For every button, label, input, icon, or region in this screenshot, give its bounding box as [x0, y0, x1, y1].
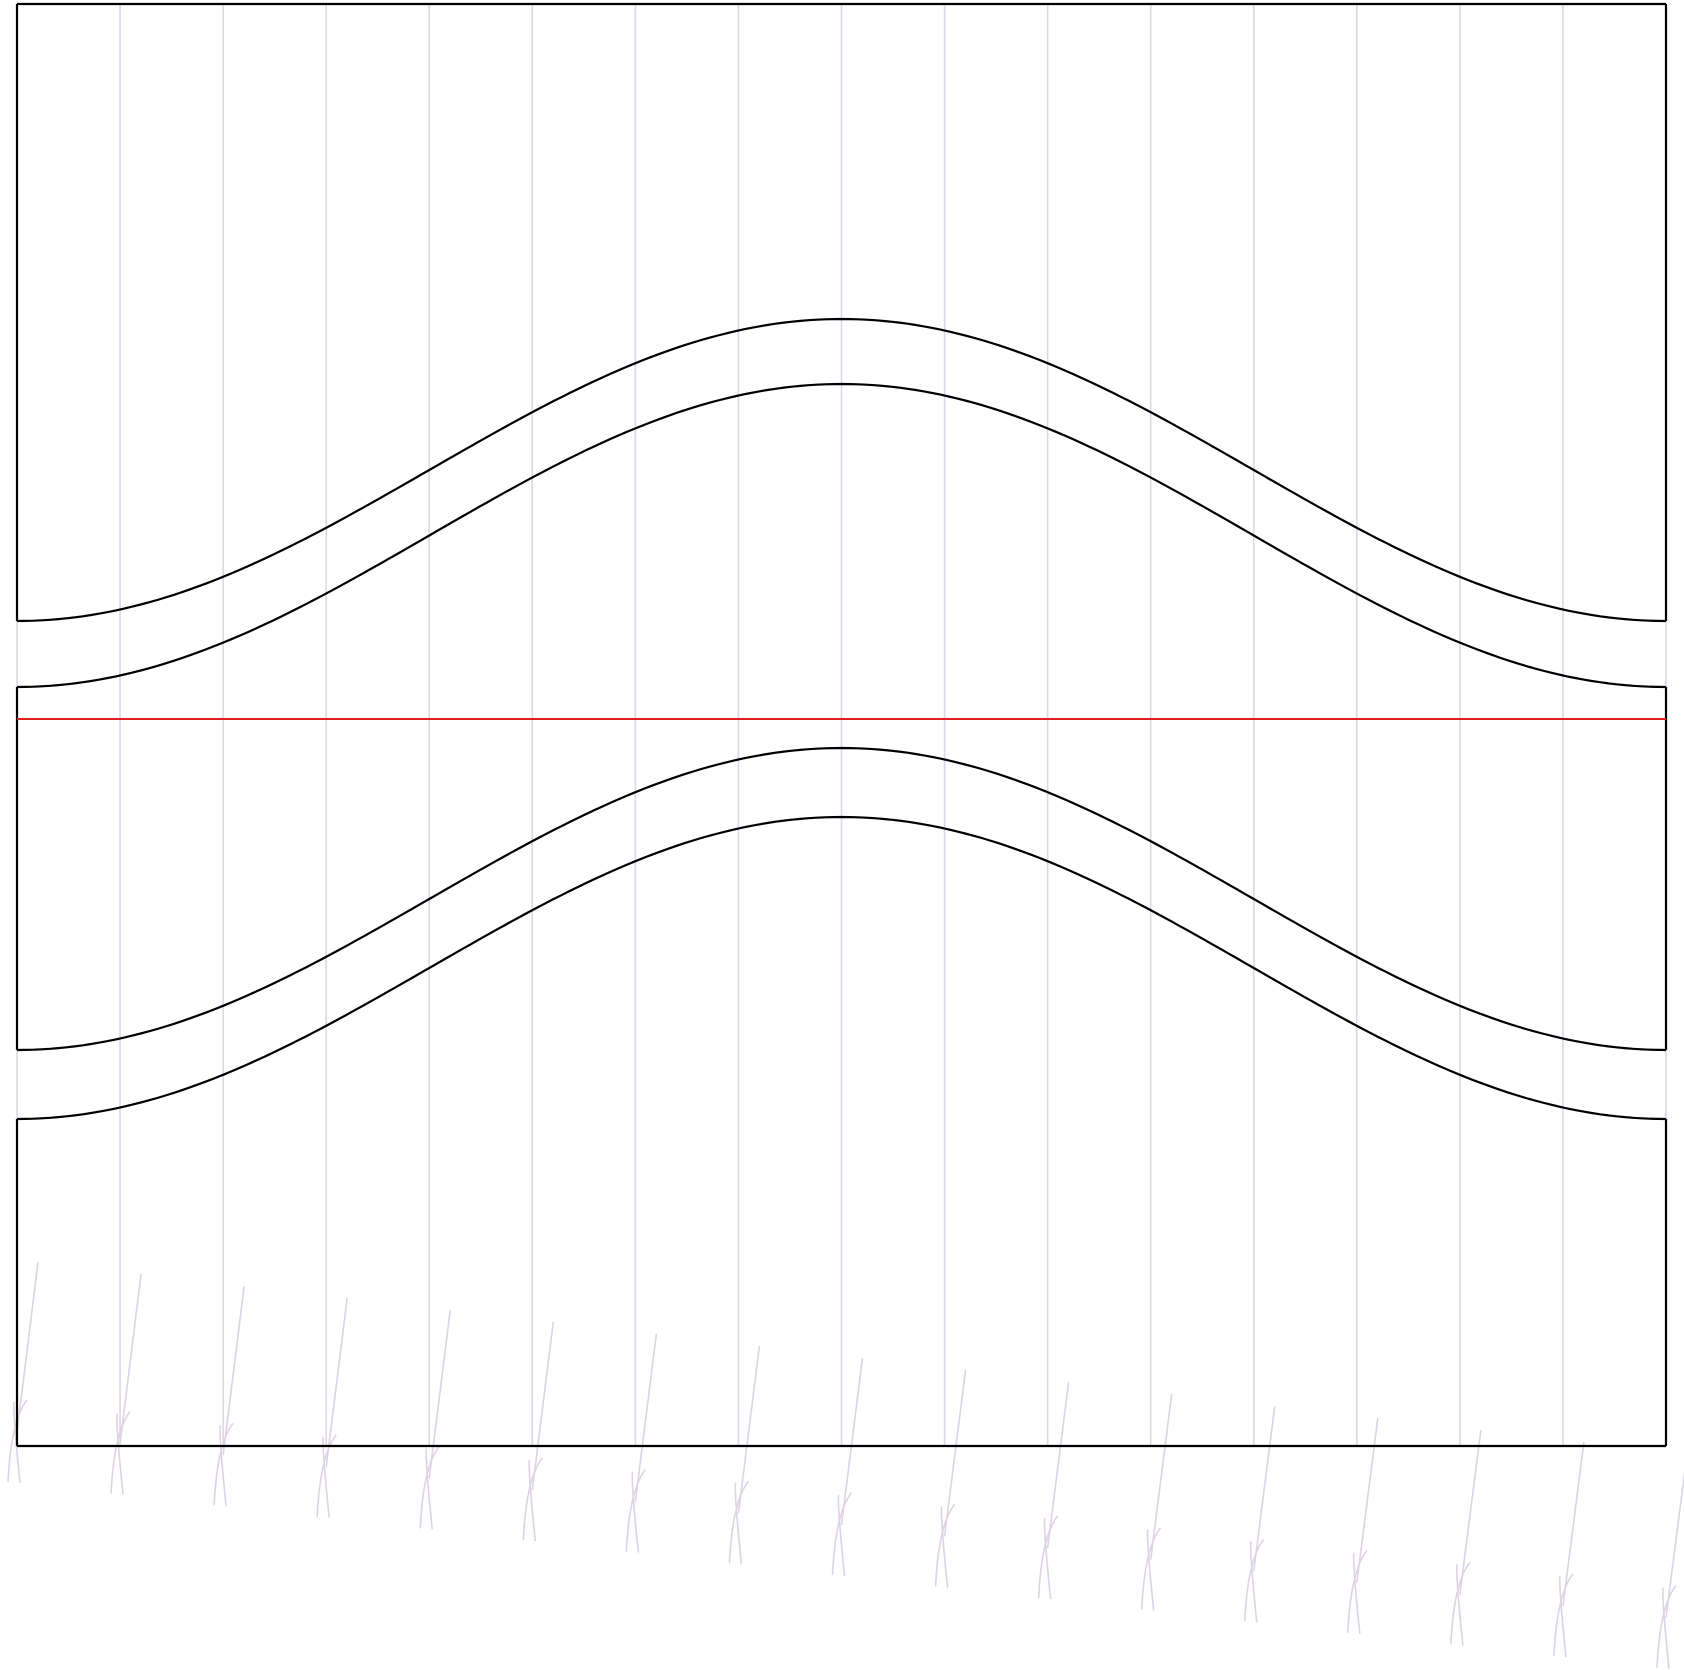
arrow-head-right: [322, 1436, 330, 1518]
arrow-head-left: [213, 1422, 234, 1506]
arrow-head-left: [522, 1457, 543, 1541]
arrow-head-left: [7, 1399, 28, 1483]
arrow-head-right: [631, 1471, 640, 1553]
arrow-shaft: [737, 1345, 761, 1514]
deflection-arrow: [1243, 1405, 1276, 1623]
arrow-shaft: [1459, 1429, 1482, 1595]
arrow-head-right: [1662, 1587, 1670, 1669]
domain-outline: [15, 2, 1668, 1448]
deflection-arrow: [7, 1261, 39, 1484]
arrow-head-left: [1037, 1515, 1059, 1599]
arrow-head-right: [1249, 1541, 1258, 1623]
deflection-arrow: [213, 1285, 245, 1507]
arrow-shaft: [531, 1321, 555, 1491]
arrow-head-left: [625, 1469, 647, 1552]
deflection-arrow: [110, 1273, 142, 1495]
arrow-shaft: [1562, 1441, 1585, 1607]
arrow-shaft: [428, 1309, 452, 1479]
wave-curve-4: [16, 815, 1667, 1121]
arrow-head-right: [940, 1506, 949, 1588]
deflection-arrow: [625, 1333, 658, 1553]
arrow-shaft: [16, 1261, 39, 1433]
arrow-head-right: [1559, 1575, 1567, 1658]
deflection-arrow: [934, 1369, 967, 1588]
deflection-arrow: [522, 1321, 555, 1542]
arrow-shaft: [1356, 1417, 1379, 1583]
vertical-guide-lines: [16, 4, 1667, 1446]
deflection-arrow: [728, 1345, 761, 1565]
deflection-arrow: [831, 1357, 864, 1576]
arrow-head-right: [734, 1483, 743, 1565]
arrow-head-left: [419, 1445, 440, 1529]
arrow-head-left: [1243, 1538, 1265, 1622]
arrow-head-right: [13, 1401, 21, 1484]
arrow-head-left: [934, 1503, 956, 1587]
arrow-shaft: [1046, 1381, 1070, 1549]
deflection-arrow: [1553, 1441, 1585, 1658]
arrow-head-right: [116, 1413, 124, 1495]
arrow-head-right: [219, 1425, 227, 1507]
arrow-head-left: [728, 1480, 750, 1564]
deflection-arrow: [1037, 1381, 1070, 1600]
deflection-arrow: [1347, 1417, 1379, 1634]
arrow-shaft: [1149, 1393, 1173, 1560]
arrow-head-right: [837, 1494, 846, 1576]
arrow-head-left: [831, 1492, 853, 1575]
arrow-shaft: [943, 1369, 967, 1537]
wave-curve-1: [16, 317, 1667, 623]
arrow-head-left: [1450, 1561, 1471, 1645]
arrow-shaft: [325, 1297, 348, 1467]
arrow-shaft: [840, 1357, 864, 1525]
deflection-arrow: [1656, 1471, 1684, 1669]
arrow-head-right: [425, 1448, 434, 1530]
deflection-arrows: [7, 1261, 1684, 1669]
arrow-shaft: [222, 1285, 245, 1456]
deflection-arrow: [419, 1309, 452, 1530]
arrow-head-right: [1043, 1517, 1052, 1600]
arrow-head-left: [1656, 1585, 1677, 1668]
arrow-head-left: [316, 1434, 337, 1517]
wave-curve-2: [16, 382, 1667, 689]
arrow-head-right: [1146, 1529, 1155, 1611]
deflection-arrow: [1450, 1429, 1482, 1646]
wave-channel-curves: [16, 317, 1667, 1121]
arrow-shaft: [1665, 1471, 1684, 1618]
wave-curve-3: [16, 746, 1667, 1052]
arrow-head-left: [1347, 1550, 1368, 1633]
arrow-head-left: [110, 1411, 131, 1494]
deflection-arrow: [1140, 1393, 1173, 1611]
arrow-head-left: [1553, 1573, 1574, 1657]
arrow-shaft: [1252, 1405, 1276, 1572]
arrow-head-right: [528, 1459, 537, 1542]
arrow-head-left: [1140, 1527, 1162, 1610]
arrow-shaft: [634, 1333, 658, 1502]
arrow-head-right: [1352, 1552, 1361, 1634]
arrow-shaft: [119, 1273, 142, 1444]
deflection-arrow: [316, 1297, 348, 1518]
arrow-head-right: [1455, 1564, 1464, 1646]
